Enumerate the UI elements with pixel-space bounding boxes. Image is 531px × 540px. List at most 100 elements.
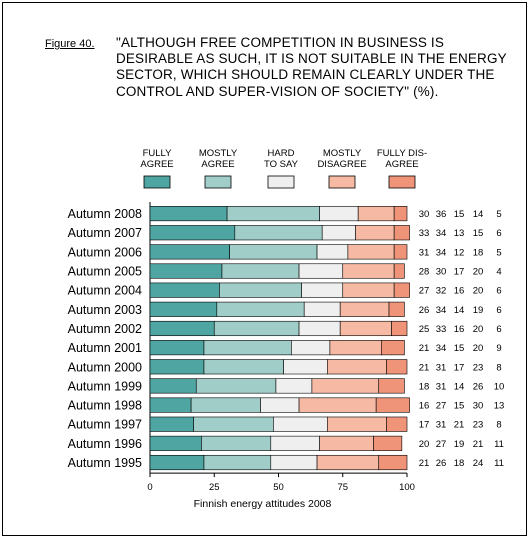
legend-label-0-line2: AGREE (140, 159, 173, 170)
data-label: 31 (419, 247, 430, 258)
bar-segment (275, 378, 313, 394)
bar-segment (229, 244, 318, 260)
bar-segment (149, 378, 197, 394)
data-label: 34 (436, 343, 447, 354)
legend-label-3: MOSTLY (323, 148, 362, 159)
bar-segment (393, 206, 408, 222)
data-label: 17 (419, 420, 430, 431)
bar-segment (213, 320, 300, 337)
row-label: Autumn 2007 (68, 226, 142, 240)
row-label: Autumn 1995 (68, 456, 142, 470)
row-label: Autumn 1999 (68, 379, 142, 393)
bar-segment (298, 320, 341, 337)
data-label: 16 (419, 401, 430, 412)
data-label: 21 (419, 362, 430, 373)
bar-segment (149, 206, 228, 222)
bar-segment (355, 225, 395, 241)
bar-segment (226, 206, 320, 222)
row-label: Autumn 2004 (68, 284, 142, 298)
bar-segment (319, 206, 359, 222)
data-label: 21 (419, 458, 430, 469)
legend-swatch-3 (328, 175, 356, 189)
bar-segment (149, 340, 205, 356)
bar-segment (149, 320, 215, 337)
bar-segment (386, 416, 408, 432)
bar-segment (219, 282, 302, 298)
bar-segment (378, 378, 405, 394)
data-label: 31 (436, 381, 447, 392)
x-tick-label: 100 (399, 482, 415, 493)
x-tick-label: 50 (273, 482, 284, 493)
data-label: 8 (496, 362, 501, 373)
data-label: 9 (496, 343, 501, 354)
data-label: 20 (473, 267, 484, 278)
data-label: 13 (454, 228, 465, 239)
data-label: 27 (436, 401, 447, 412)
row-label: Autumn 2002 (68, 322, 142, 336)
data-label: 15 (454, 343, 465, 354)
data-label: 19 (473, 305, 484, 316)
data-label: 4 (496, 267, 501, 278)
bar-segment (301, 282, 344, 298)
legend-swatch-0 (143, 175, 171, 189)
data-label: 28 (419, 267, 430, 278)
data-label: 8 (496, 420, 501, 431)
bar-segment (375, 397, 410, 413)
bar-segment (149, 416, 194, 432)
data-label: 13 (494, 401, 505, 412)
bar-segment (347, 244, 395, 260)
bar-segment (373, 435, 403, 451)
bar-segment (329, 340, 382, 356)
bar-segment (270, 435, 320, 451)
bar-segment (327, 416, 387, 432)
legend-label-1-line2: AGREE (201, 159, 234, 170)
x-tick-label: 25 (209, 482, 220, 493)
bar-segment (298, 263, 344, 279)
bar-segment (378, 454, 408, 471)
data-label: 17 (454, 362, 465, 373)
data-label: 25 (419, 324, 430, 335)
bar-segment (342, 263, 395, 279)
data-label: 30 (473, 401, 484, 412)
bar-segment (311, 378, 380, 394)
bar-segment (316, 244, 349, 260)
bar-segment (234, 225, 323, 241)
data-label: 18 (454, 458, 465, 469)
data-label: 20 (473, 343, 484, 354)
x-tick-label: 0 (147, 482, 152, 493)
legend-label-3-line2: DISAGREE (317, 159, 366, 170)
data-label: 18 (419, 381, 430, 392)
data-label: 27 (436, 439, 447, 450)
bar-segment (203, 454, 272, 471)
bar-segment (149, 263, 223, 279)
row-label: Autumn 1997 (68, 418, 142, 432)
data-label: 16 (454, 286, 465, 297)
bar-segment (195, 378, 277, 394)
bar-segment (149, 359, 205, 375)
data-label: 34 (436, 247, 447, 258)
legend-label-2: HARD (268, 148, 295, 159)
data-label: 18 (473, 247, 484, 258)
data-label: 31 (436, 420, 447, 431)
data-label: 26 (436, 458, 447, 469)
bar-segment (393, 225, 410, 241)
bar-segment (273, 416, 328, 432)
bar-segment (149, 282, 220, 298)
row-label: Autumn 2001 (68, 341, 142, 355)
bar-segment (298, 397, 377, 413)
bar-segment (270, 454, 318, 471)
bar-segment (283, 359, 328, 375)
data-label: 30 (419, 209, 430, 220)
bar-segment (303, 301, 341, 317)
bar-segment (316, 454, 380, 471)
legend-swatch-2 (267, 175, 295, 189)
legend-label-4-line2: AGREE (385, 159, 418, 170)
legend-label-2-line2: TO SAY (264, 159, 299, 170)
bar-segment (149, 435, 202, 451)
data-label: 6 (496, 228, 501, 239)
data-label: 27 (419, 286, 430, 297)
row-label: Autumn 1996 (68, 437, 142, 451)
data-label: 32 (436, 286, 447, 297)
data-label: 36 (436, 209, 447, 220)
